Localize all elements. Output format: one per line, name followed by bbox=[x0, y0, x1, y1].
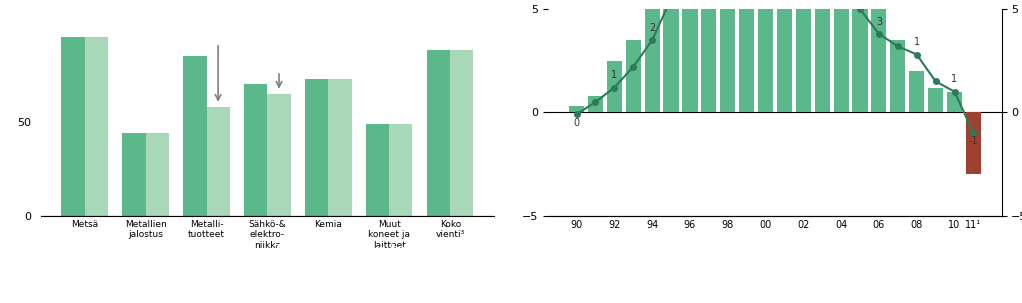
Bar bbox=[569, 106, 585, 112]
Text: 1: 1 bbox=[611, 70, 617, 80]
Bar bbox=[796, 0, 810, 112]
Bar bbox=[366, 124, 389, 215]
Bar bbox=[721, 0, 735, 112]
Text: -1: -1 bbox=[969, 136, 978, 146]
Text: 1: 1 bbox=[951, 75, 958, 85]
Bar bbox=[85, 37, 107, 215]
Bar bbox=[306, 78, 328, 215]
Text: Alijäämäinen kauppatase johtaa pahimmillaan kiihtyvään
kansantalouden velkaantum: Alijäämäinen kauppatase johtaa pahimmill… bbox=[274, 244, 769, 281]
Bar bbox=[872, 9, 886, 112]
Bar bbox=[834, 0, 848, 112]
Bar bbox=[268, 94, 290, 215]
Bar bbox=[701, 0, 716, 112]
Bar bbox=[61, 37, 85, 215]
Bar bbox=[625, 40, 641, 112]
Text: 3: 3 bbox=[876, 17, 882, 27]
Bar bbox=[183, 56, 206, 215]
Bar bbox=[739, 0, 754, 112]
Text: 0: 0 bbox=[573, 118, 579, 128]
Bar bbox=[145, 133, 169, 215]
Bar bbox=[451, 50, 473, 215]
Bar bbox=[947, 92, 962, 112]
Text: 2: 2 bbox=[649, 23, 655, 33]
Bar bbox=[427, 50, 451, 215]
Bar bbox=[815, 0, 830, 112]
Bar bbox=[645, 0, 660, 112]
Text: 1: 1 bbox=[914, 37, 920, 47]
Bar bbox=[777, 0, 792, 112]
Bar bbox=[123, 133, 145, 215]
Bar bbox=[328, 78, 352, 215]
Bar bbox=[389, 124, 413, 215]
Bar bbox=[244, 84, 268, 215]
Bar bbox=[663, 0, 679, 112]
Bar bbox=[966, 112, 981, 174]
Bar bbox=[852, 0, 868, 112]
Bar bbox=[758, 0, 773, 112]
Bar bbox=[588, 96, 603, 112]
Bar bbox=[890, 40, 905, 112]
Bar bbox=[683, 0, 697, 112]
Bar bbox=[910, 71, 924, 112]
Bar bbox=[607, 61, 622, 112]
Bar bbox=[928, 88, 943, 112]
Bar bbox=[206, 107, 230, 215]
